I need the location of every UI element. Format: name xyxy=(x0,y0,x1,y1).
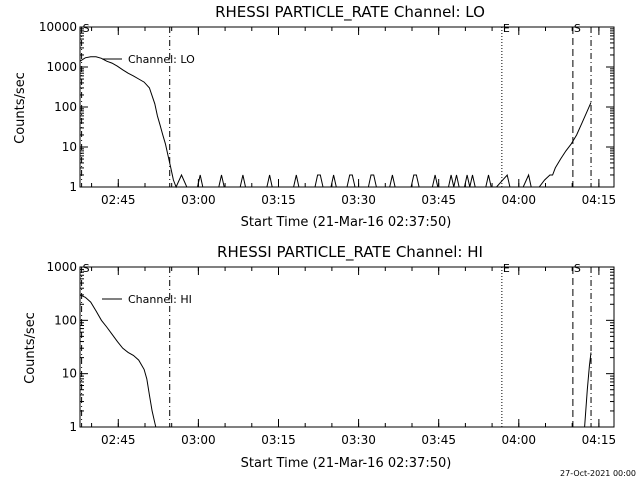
bottom-ytick-label: 100 xyxy=(54,313,77,327)
chart-top-plot: 1 10 100 1000 10000 02:45 03:00 03:15 03:30 03:45… xyxy=(39,20,616,207)
bottom-xtick-label: 03:45 xyxy=(421,433,456,447)
chart-top-title: RHESSI PARTICLE_RATE Channel: LO xyxy=(215,3,485,22)
bottom-xtick-label: 02:45 xyxy=(101,433,136,447)
top-xtick-label: 04:15 xyxy=(582,193,617,207)
top-ytick-label: 10 xyxy=(62,140,77,154)
chart-bottom-plot: 1 10 100 1000 02:45 03:00 03:15 03:30 03:45 04:00… xyxy=(46,260,616,447)
bottom-ytick-label: 1000 xyxy=(46,260,77,274)
top-ytick-label: 1 xyxy=(69,180,77,194)
chart-top: RHESSI PARTICLE_RATE Channel: LO Start T… xyxy=(13,3,616,230)
top-marker-label: S xyxy=(574,22,581,35)
date-stamp: 27-Oct-2021 00:00 xyxy=(560,469,636,478)
top-marker-label: S xyxy=(83,22,90,35)
bottom-axes-frame xyxy=(79,266,615,428)
bottom-xtick-label: 04:15 xyxy=(582,433,617,447)
chart-bottom-xlabel: Start Time (21-Mar-16 02:37:50) xyxy=(241,456,452,471)
top-ytick-label: 10000 xyxy=(39,20,77,34)
bottom-marker-label: E xyxy=(503,262,510,275)
top-xtick-label: 03:45 xyxy=(421,193,456,207)
top-xtick-label: 03:15 xyxy=(261,193,296,207)
top-xtick-label: 03:30 xyxy=(341,193,376,207)
chart-top-ylabel: Counts/sec xyxy=(13,72,28,144)
top-series-line-0 xyxy=(79,56,592,189)
top-xtick-label: 03:00 xyxy=(181,193,216,207)
chart-bottom-title: RHESSI PARTICLE_RATE Channel: HI xyxy=(217,243,483,262)
bottom-marker-label: S xyxy=(83,262,90,275)
top-ytick-label: 1000 xyxy=(46,60,77,74)
chart-bottom: RHESSI PARTICLE_RATE Channel: HI Start T… xyxy=(23,243,616,471)
bottom-series-line-1 xyxy=(584,352,592,428)
top-ytick-label: 100 xyxy=(54,100,77,114)
bottom-xtick-label: 03:00 xyxy=(181,433,216,447)
top-legend-label: Channel: LO xyxy=(128,53,195,66)
bottom-xtick-label: 03:30 xyxy=(341,433,376,447)
bottom-xtick-label: 03:15 xyxy=(261,433,296,447)
bottom-xtick-label: 04:00 xyxy=(501,433,536,447)
bottom-marker-label: S xyxy=(574,262,581,275)
chart-top-xlabel: Start Time (21-Mar-16 02:37:50) xyxy=(241,215,452,230)
bottom-ytick-label: 10 xyxy=(62,367,77,381)
bottom-ytick-label: 1 xyxy=(69,420,77,434)
top-xtick-label: 04:00 xyxy=(501,193,536,207)
top-marker-label: E xyxy=(503,22,510,35)
top-xtick-label: 02:45 xyxy=(101,193,136,207)
chart-bottom-ylabel: Counts/sec xyxy=(23,312,38,384)
bottom-legend-label: Channel: HI xyxy=(128,293,192,306)
bottom-series-line-0 xyxy=(79,294,157,428)
